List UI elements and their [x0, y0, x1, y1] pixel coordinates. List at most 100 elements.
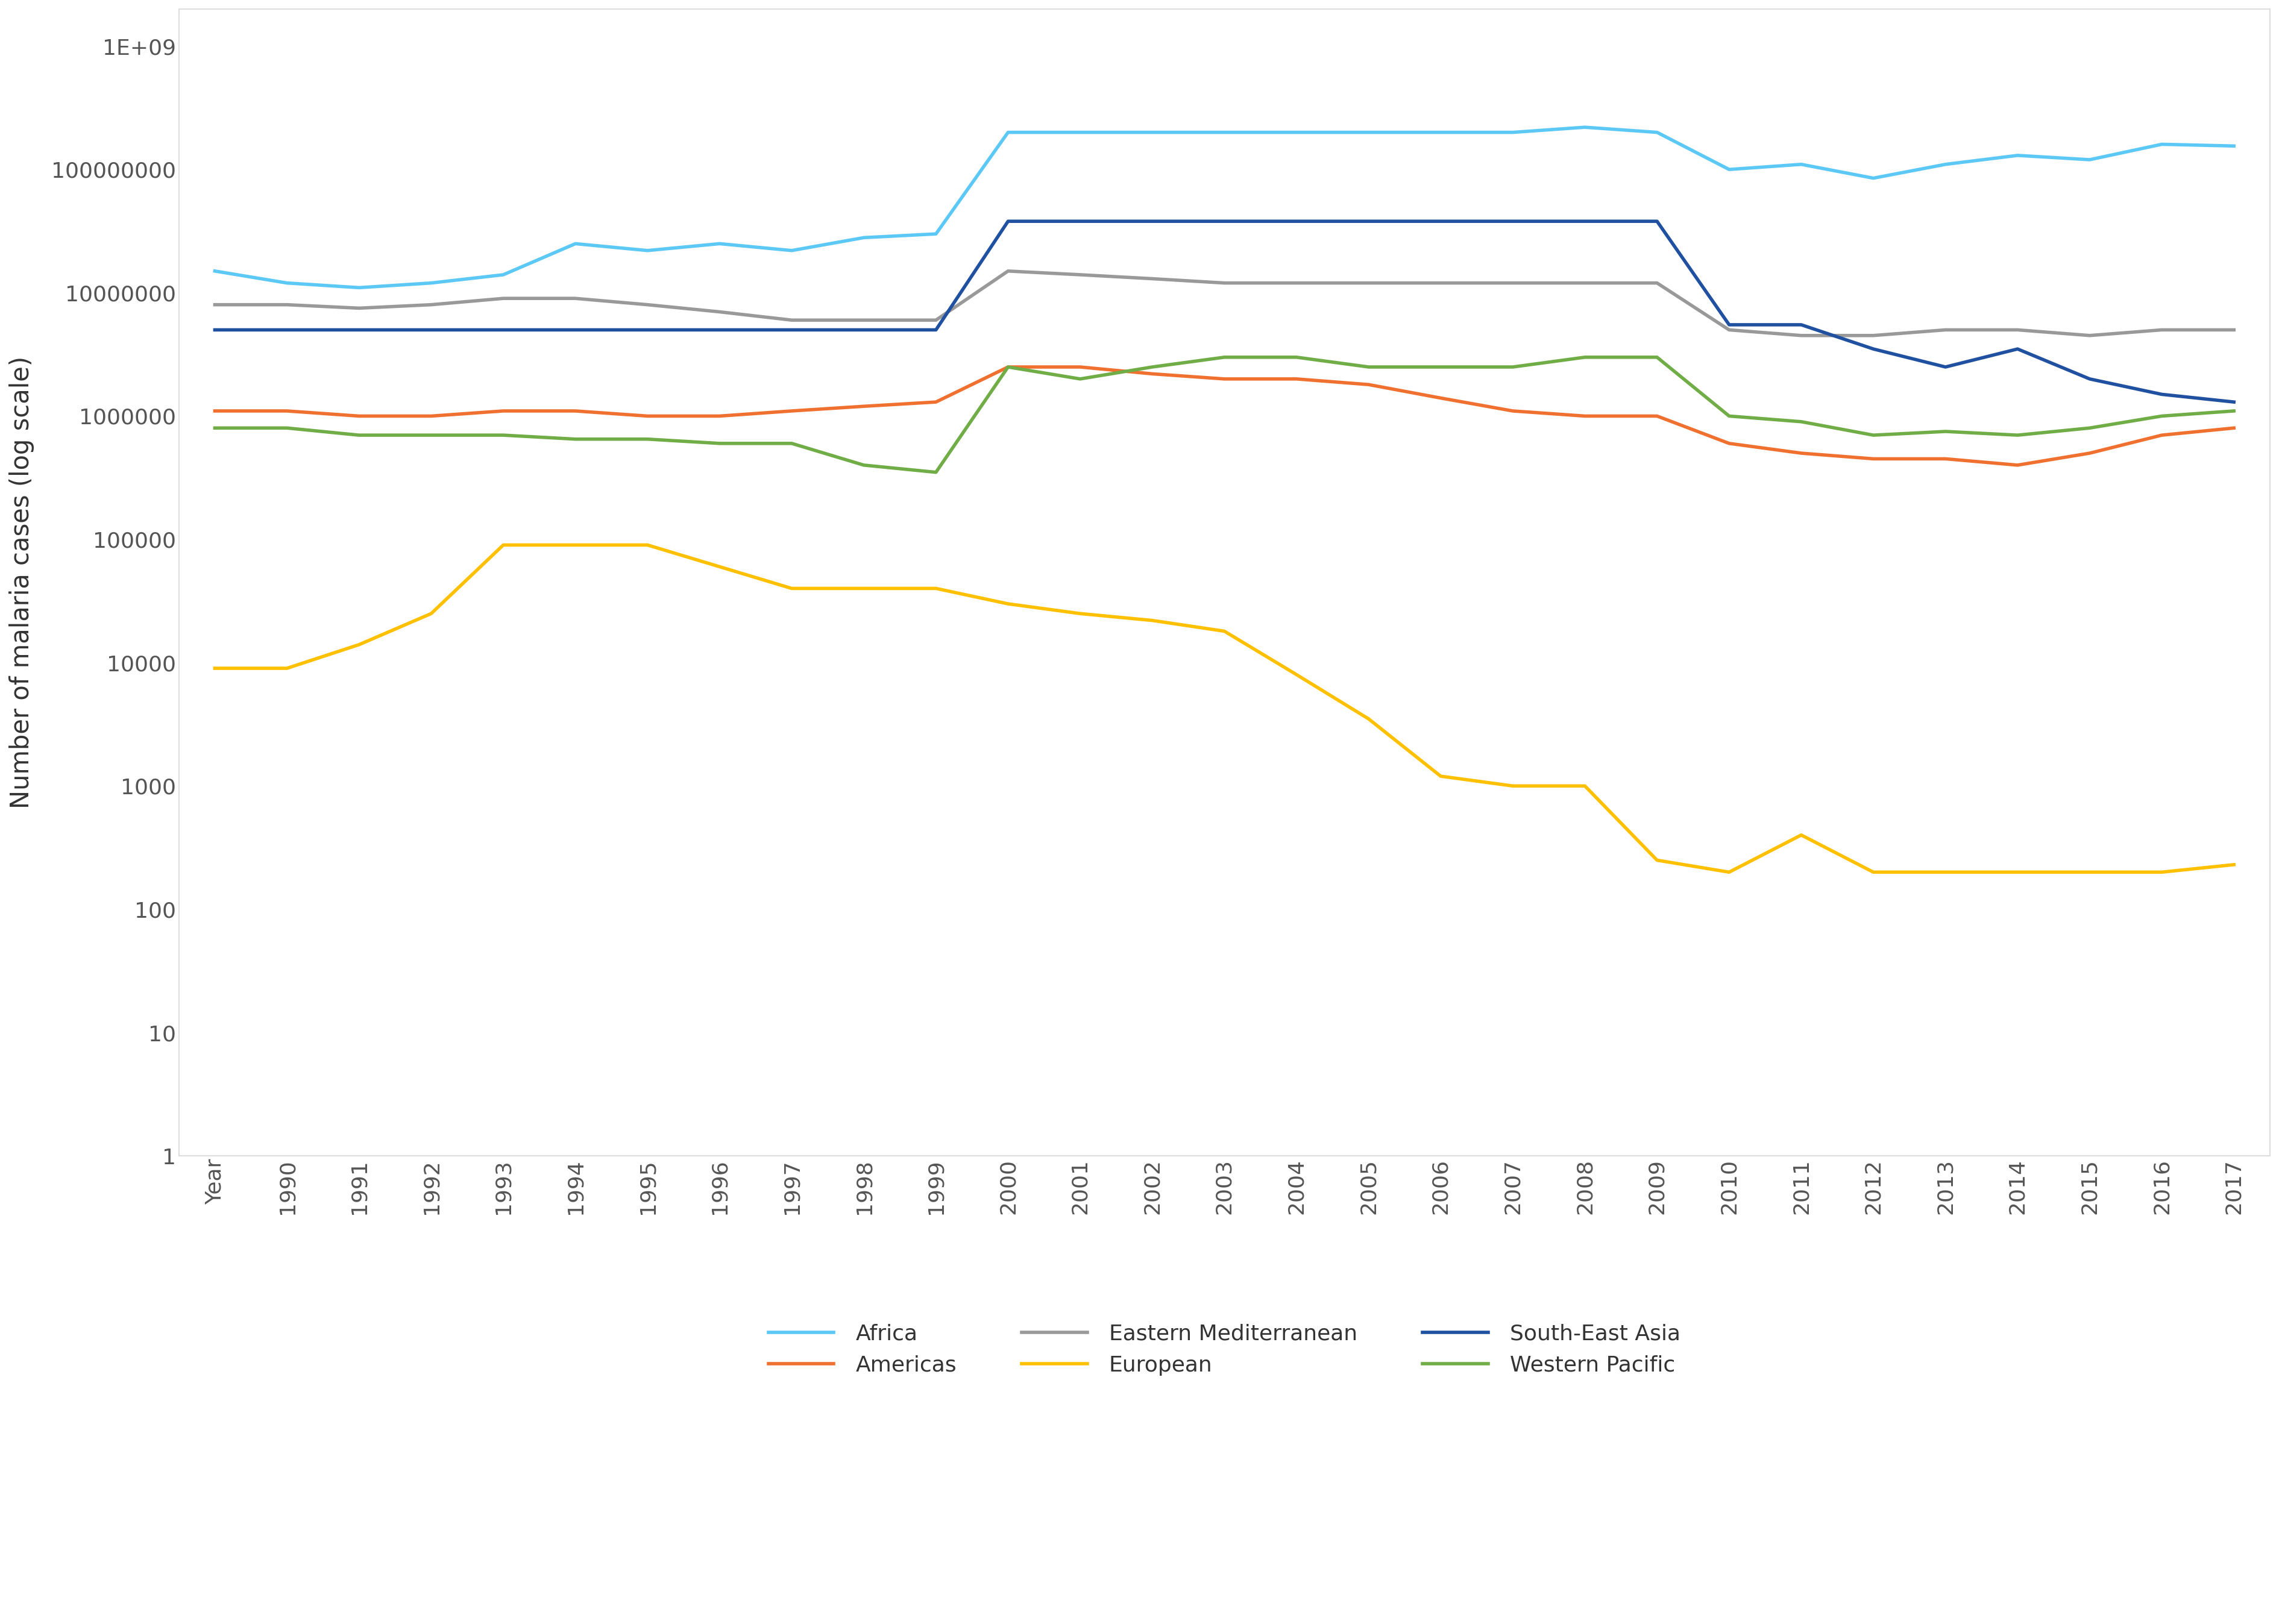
- European: [561, 536, 588, 555]
- Western Pacific: [273, 419, 301, 438]
- Americas: [1500, 401, 1527, 421]
- South-East Asia: [706, 320, 734, 339]
- Western Pacific: [634, 429, 661, 448]
- Legend: Africa, Americas, Eastern Mediterranean, European, South-East Asia, Western Paci: Africa, Americas, Eastern Mediterranean,…: [748, 1302, 1702, 1397]
- Western Pacific: [490, 425, 517, 445]
- Western Pacific: [1140, 357, 1167, 377]
- Western Pacific: [2076, 419, 2104, 438]
- Western Pacific: [1643, 348, 1671, 367]
- European: [1500, 776, 1527, 796]
- Americas: [2076, 443, 2104, 463]
- Eastern Mediterranean: [923, 310, 950, 330]
- Africa: [706, 234, 734, 253]
- Eastern Mediterranean: [1570, 273, 1598, 292]
- Line: Eastern Mediterranean: Eastern Mediterranean: [214, 271, 2233, 336]
- European: [1787, 825, 1814, 844]
- Western Pacific: [1210, 348, 1237, 367]
- Africa: [994, 122, 1021, 141]
- Eastern Mediterranean: [2003, 320, 2031, 339]
- European: [923, 578, 950, 598]
- European: [417, 604, 444, 624]
- Africa: [634, 240, 661, 260]
- Africa: [923, 224, 950, 244]
- European: [1933, 862, 1960, 882]
- Western Pacific: [561, 429, 588, 448]
- Eastern Mediterranean: [1427, 273, 1454, 292]
- European: [634, 536, 661, 555]
- Eastern Mediterranean: [1716, 320, 1743, 339]
- Eastern Mediterranean: [2220, 320, 2247, 339]
- Africa: [850, 227, 877, 247]
- South-East Asia: [490, 320, 517, 339]
- Western Pacific: [1427, 357, 1454, 377]
- European: [490, 536, 517, 555]
- Eastern Mediterranean: [490, 289, 517, 309]
- South-East Asia: [1140, 211, 1167, 231]
- Eastern Mediterranean: [1067, 265, 1094, 284]
- Western Pacific: [201, 419, 228, 438]
- Americas: [1427, 388, 1454, 408]
- South-East Asia: [1716, 315, 1743, 335]
- European: [706, 557, 734, 577]
- Americas: [490, 401, 517, 421]
- Africa: [346, 278, 374, 297]
- Africa: [1570, 117, 1598, 136]
- Western Pacific: [850, 455, 877, 474]
- Western Pacific: [346, 425, 374, 445]
- European: [201, 659, 228, 679]
- Western Pacific: [1716, 406, 1743, 425]
- Americas: [1356, 375, 1383, 395]
- Eastern Mediterranean: [1787, 326, 1814, 346]
- Americas: [923, 393, 950, 412]
- Africa: [417, 273, 444, 292]
- Africa: [1787, 154, 1814, 174]
- South-East Asia: [273, 320, 301, 339]
- European: [1643, 851, 1671, 870]
- Western Pacific: [1067, 369, 1094, 388]
- Western Pacific: [994, 357, 1021, 377]
- South-East Asia: [2220, 393, 2247, 412]
- Africa: [1500, 122, 1527, 141]
- Eastern Mediterranean: [201, 296, 228, 315]
- Eastern Mediterranean: [994, 261, 1021, 281]
- European: [2076, 862, 2104, 882]
- European: [2220, 854, 2247, 874]
- Americas: [777, 401, 804, 421]
- European: [1283, 664, 1310, 684]
- Africa: [201, 261, 228, 281]
- Americas: [1787, 443, 1814, 463]
- Americas: [706, 406, 734, 425]
- European: [850, 578, 877, 598]
- Africa: [1140, 122, 1167, 141]
- Eastern Mediterranean: [850, 310, 877, 330]
- South-East Asia: [1500, 211, 1527, 231]
- Eastern Mediterranean: [1210, 273, 1237, 292]
- Americas: [1933, 450, 1960, 469]
- South-East Asia: [2149, 385, 2176, 404]
- South-East Asia: [1356, 211, 1383, 231]
- Americas: [346, 406, 374, 425]
- European: [1067, 604, 1094, 624]
- Africa: [2149, 135, 2176, 154]
- Americas: [994, 357, 1021, 377]
- Americas: [1140, 364, 1167, 383]
- South-East Asia: [1210, 211, 1237, 231]
- Americas: [1643, 406, 1671, 425]
- Africa: [1283, 122, 1310, 141]
- Western Pacific: [1283, 348, 1310, 367]
- Americas: [1067, 357, 1094, 377]
- Africa: [1716, 159, 1743, 179]
- European: [1210, 622, 1237, 641]
- Eastern Mediterranean: [561, 289, 588, 309]
- Africa: [2003, 146, 2031, 166]
- Western Pacific: [1787, 412, 1814, 432]
- Americas: [1283, 369, 1310, 388]
- Western Pacific: [1570, 348, 1598, 367]
- Americas: [850, 396, 877, 416]
- Eastern Mediterranean: [1500, 273, 1527, 292]
- Eastern Mediterranean: [1356, 273, 1383, 292]
- Africa: [1860, 169, 1887, 188]
- Americas: [2220, 419, 2247, 438]
- European: [2149, 862, 2176, 882]
- Eastern Mediterranean: [706, 302, 734, 322]
